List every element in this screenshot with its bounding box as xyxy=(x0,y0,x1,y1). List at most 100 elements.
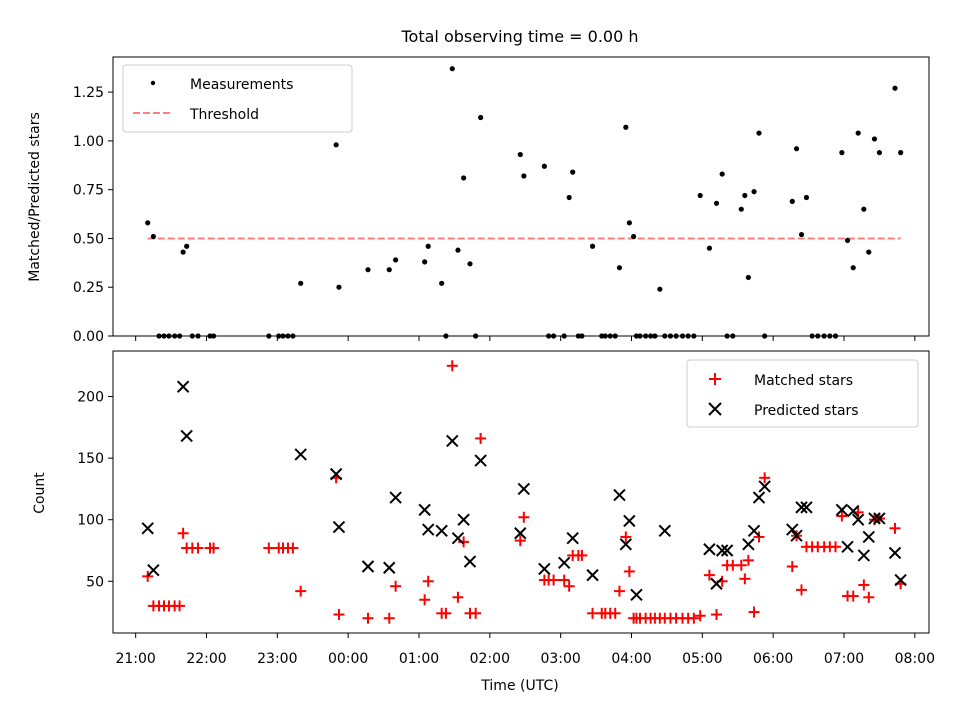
measurement-point xyxy=(789,198,795,204)
predicted-star-point xyxy=(361,560,375,573)
matched-star-point xyxy=(847,590,859,602)
top-y-tick-label: 0.75 xyxy=(73,183,104,199)
predicted-star-point xyxy=(851,513,865,526)
x-tick-label: 07:00 xyxy=(824,651,864,667)
bottom-y-tick-label: 150 xyxy=(77,451,104,467)
matched-star-point xyxy=(475,432,487,444)
bottom-y-tick-label: 100 xyxy=(77,513,104,529)
predicted-star-point xyxy=(742,538,755,551)
legend-predicted-label: Predicted stars xyxy=(754,403,859,419)
measurement-point xyxy=(738,206,744,212)
predicted-star-point xyxy=(463,555,477,568)
predicted-star-point xyxy=(862,530,875,544)
predicted-star-point xyxy=(786,523,799,536)
matched-star-point xyxy=(703,569,715,581)
matched-star-point xyxy=(142,570,154,582)
legend-threshold-label: Threshold xyxy=(189,107,259,123)
top-y-tick-label: 0.00 xyxy=(73,329,104,345)
measurement-point xyxy=(184,243,190,249)
predicted-star-point xyxy=(457,513,470,526)
bottom-axes-frame xyxy=(112,350,930,634)
matched-star-point xyxy=(177,527,189,539)
predicted-star-point xyxy=(332,520,346,534)
matched-star-point xyxy=(558,574,570,586)
predicted-star-point xyxy=(752,491,766,504)
top-plot-marks xyxy=(145,66,904,339)
predicted-star-point xyxy=(517,482,531,496)
top-y-ticks: 0.00 0.25 0.50 0.75 1.00 1.25 xyxy=(73,85,113,345)
predicted-star-point xyxy=(888,546,902,560)
matched-star-point xyxy=(796,584,807,596)
measurement-point xyxy=(861,206,867,212)
predicted-star-point xyxy=(747,524,761,537)
x-tick-label: 05:00 xyxy=(682,651,722,667)
measurement-point xyxy=(455,247,461,253)
predicted-star-point xyxy=(868,512,881,525)
matched-star-point xyxy=(383,612,395,624)
matched-star-point xyxy=(362,612,374,624)
matched-star-point xyxy=(287,542,299,554)
measurement-point xyxy=(803,194,810,201)
matched-star-point xyxy=(458,536,470,548)
predicted-star-point xyxy=(566,531,579,545)
matched-star-point xyxy=(333,609,345,621)
measurement-point xyxy=(756,130,762,136)
measurement-point xyxy=(566,194,572,201)
predicted-star-point xyxy=(847,504,860,518)
measurement-point xyxy=(467,261,473,267)
measurement-point xyxy=(742,192,748,199)
matched-star-point xyxy=(174,600,186,612)
measurement-point xyxy=(145,220,151,226)
predicted-star-point xyxy=(329,467,343,481)
measurement-point xyxy=(616,265,623,271)
matched-star-point xyxy=(688,612,700,624)
measurement-point xyxy=(521,173,527,179)
top-y-tick-label: 1.25 xyxy=(73,85,104,101)
matched-star-point xyxy=(548,574,560,586)
x-tick-label: 04:00 xyxy=(611,651,651,667)
predicted-star-point xyxy=(841,540,854,554)
x-tick-label: 00:00 xyxy=(328,651,368,667)
matched-star-point xyxy=(208,542,220,554)
matched-star-point xyxy=(711,609,722,621)
predicted-star-point xyxy=(389,491,402,504)
chart-title: Total observing time = 0.00 h xyxy=(400,27,638,46)
measurement-point xyxy=(365,267,371,273)
x-tick-label: 06:00 xyxy=(753,651,793,667)
predicted-star-point xyxy=(623,514,636,528)
predicted-star-point xyxy=(720,544,734,557)
top-panel: Matched/Predicted stars 0.00 0.25 0.50 0.75… xyxy=(27,56,930,345)
top-y-tick-label: 0.50 xyxy=(73,231,104,247)
measurement-point xyxy=(876,150,883,156)
matched-star-point xyxy=(470,607,482,619)
matched-star-point xyxy=(830,541,841,553)
matched-star-point xyxy=(263,542,275,554)
measurement-point xyxy=(336,284,342,290)
measurement-point xyxy=(855,130,861,136)
measurement-point xyxy=(866,249,872,255)
predicted-star-point xyxy=(710,577,723,590)
predicted-star-point xyxy=(514,527,527,540)
x-tick-label: 08:00 xyxy=(895,651,935,667)
matched-star-point xyxy=(514,535,526,547)
bottom-y-axis-label: Count xyxy=(32,472,48,514)
measurement-point xyxy=(623,124,629,130)
predicted-star-point xyxy=(703,543,716,556)
predicted-star-point xyxy=(180,429,193,443)
measurement-point xyxy=(150,233,156,240)
measurement-point xyxy=(449,66,455,72)
predicted-star-point xyxy=(176,380,190,393)
measurement-point xyxy=(892,85,898,91)
matched-star-point xyxy=(390,580,402,592)
predicted-star-point xyxy=(790,529,803,542)
measurement-point xyxy=(844,237,851,243)
matched-star-point xyxy=(836,510,848,522)
predicted-star-point xyxy=(800,501,813,514)
matched-star-point xyxy=(623,565,635,577)
matched-star-point xyxy=(735,559,747,571)
predicted-star-point xyxy=(147,563,160,577)
top-legend: Measurements Threshold xyxy=(122,64,353,133)
predicted-star-point xyxy=(446,434,459,448)
measurement-point xyxy=(745,274,751,281)
